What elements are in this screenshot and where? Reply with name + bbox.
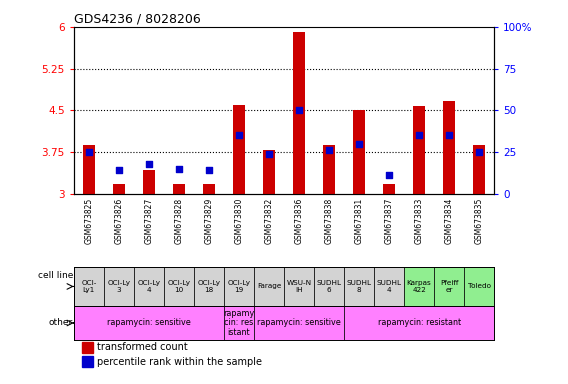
Text: transformed count: transformed count bbox=[97, 343, 187, 353]
Text: GSM673835: GSM673835 bbox=[475, 197, 483, 244]
Point bbox=[324, 147, 333, 154]
Bar bbox=[74, 306, 224, 340]
Bar bbox=[173, 184, 185, 194]
Bar bbox=[473, 146, 485, 194]
Bar bbox=[143, 170, 155, 194]
Bar bbox=[284, 267, 314, 306]
Point bbox=[445, 132, 454, 139]
Text: SUDHL
6: SUDHL 6 bbox=[316, 280, 341, 293]
Bar bbox=[74, 267, 104, 306]
Bar bbox=[323, 146, 335, 194]
Text: GSM673838: GSM673838 bbox=[324, 197, 333, 244]
Point bbox=[265, 151, 274, 157]
Text: GSM673832: GSM673832 bbox=[265, 197, 273, 244]
Text: GSM673828: GSM673828 bbox=[174, 197, 183, 243]
Point bbox=[294, 107, 303, 113]
Text: OCI-Ly
18: OCI-Ly 18 bbox=[198, 280, 220, 293]
Text: other: other bbox=[49, 318, 73, 328]
Point bbox=[84, 149, 93, 155]
Text: SUDHL
4: SUDHL 4 bbox=[377, 280, 402, 293]
Bar bbox=[344, 267, 374, 306]
Bar bbox=[464, 267, 494, 306]
Text: rapamycin: resistant: rapamycin: resistant bbox=[378, 318, 461, 328]
Point bbox=[235, 132, 244, 139]
Text: percentile rank within the sample: percentile rank within the sample bbox=[97, 357, 262, 367]
Point bbox=[204, 167, 214, 174]
Bar bbox=[404, 267, 434, 306]
Text: GSM673827: GSM673827 bbox=[144, 197, 153, 244]
Bar bbox=[82, 356, 93, 367]
Text: GSM673829: GSM673829 bbox=[204, 197, 214, 244]
Bar bbox=[413, 106, 425, 194]
Bar bbox=[293, 32, 305, 194]
Text: GSM673837: GSM673837 bbox=[385, 197, 394, 244]
Bar bbox=[224, 267, 254, 306]
Bar bbox=[434, 267, 464, 306]
Text: GDS4236 / 8028206: GDS4236 / 8028206 bbox=[74, 13, 201, 26]
Point bbox=[144, 161, 153, 167]
Point bbox=[415, 132, 424, 139]
Text: OCI-Ly
19: OCI-Ly 19 bbox=[227, 280, 250, 293]
Bar bbox=[203, 184, 215, 194]
Bar bbox=[344, 306, 494, 340]
Text: OCI-
Ly1: OCI- Ly1 bbox=[81, 280, 97, 293]
Text: rapamycin: sensitive: rapamycin: sensitive bbox=[107, 318, 191, 328]
Text: Toledo: Toledo bbox=[467, 283, 491, 290]
Bar bbox=[83, 146, 95, 194]
Bar bbox=[194, 267, 224, 306]
Text: Pfeiff
er: Pfeiff er bbox=[440, 280, 458, 293]
Bar bbox=[383, 184, 395, 194]
Text: WSU-N
IH: WSU-N IH bbox=[286, 280, 312, 293]
Bar bbox=[224, 306, 254, 340]
Text: GSM673834: GSM673834 bbox=[445, 197, 454, 244]
Text: OCI-Ly
4: OCI-Ly 4 bbox=[137, 280, 160, 293]
Text: GSM673831: GSM673831 bbox=[354, 197, 364, 244]
Point bbox=[475, 149, 484, 155]
Text: OCI-Ly
3: OCI-Ly 3 bbox=[107, 280, 131, 293]
Bar bbox=[314, 267, 344, 306]
Bar bbox=[254, 306, 344, 340]
Bar bbox=[254, 267, 284, 306]
Point bbox=[385, 172, 394, 179]
Point bbox=[114, 167, 123, 174]
Bar bbox=[82, 342, 93, 353]
Bar bbox=[374, 267, 404, 306]
Text: SUDHL
8: SUDHL 8 bbox=[346, 280, 371, 293]
Text: GSM673826: GSM673826 bbox=[114, 197, 123, 244]
Text: OCI-Ly
10: OCI-Ly 10 bbox=[168, 280, 190, 293]
Bar bbox=[104, 267, 134, 306]
Text: GSM673833: GSM673833 bbox=[415, 197, 424, 244]
Bar bbox=[134, 267, 164, 306]
Text: rapamycin: sensitive: rapamycin: sensitive bbox=[257, 318, 341, 328]
Bar bbox=[263, 151, 275, 194]
Text: GSM673830: GSM673830 bbox=[235, 197, 244, 244]
Point bbox=[354, 141, 364, 147]
Bar bbox=[113, 184, 125, 194]
Text: GSM673836: GSM673836 bbox=[295, 197, 303, 244]
Text: GSM673825: GSM673825 bbox=[85, 197, 93, 244]
Bar bbox=[233, 105, 245, 194]
Text: cell line: cell line bbox=[38, 271, 73, 280]
Point bbox=[174, 166, 183, 172]
Text: rapamy
cin: res
istant: rapamy cin: res istant bbox=[223, 309, 254, 337]
Text: Farage: Farage bbox=[257, 283, 281, 290]
Bar bbox=[164, 267, 194, 306]
Text: Karpas
422: Karpas 422 bbox=[407, 280, 432, 293]
Bar bbox=[443, 101, 455, 194]
Bar bbox=[353, 110, 365, 194]
